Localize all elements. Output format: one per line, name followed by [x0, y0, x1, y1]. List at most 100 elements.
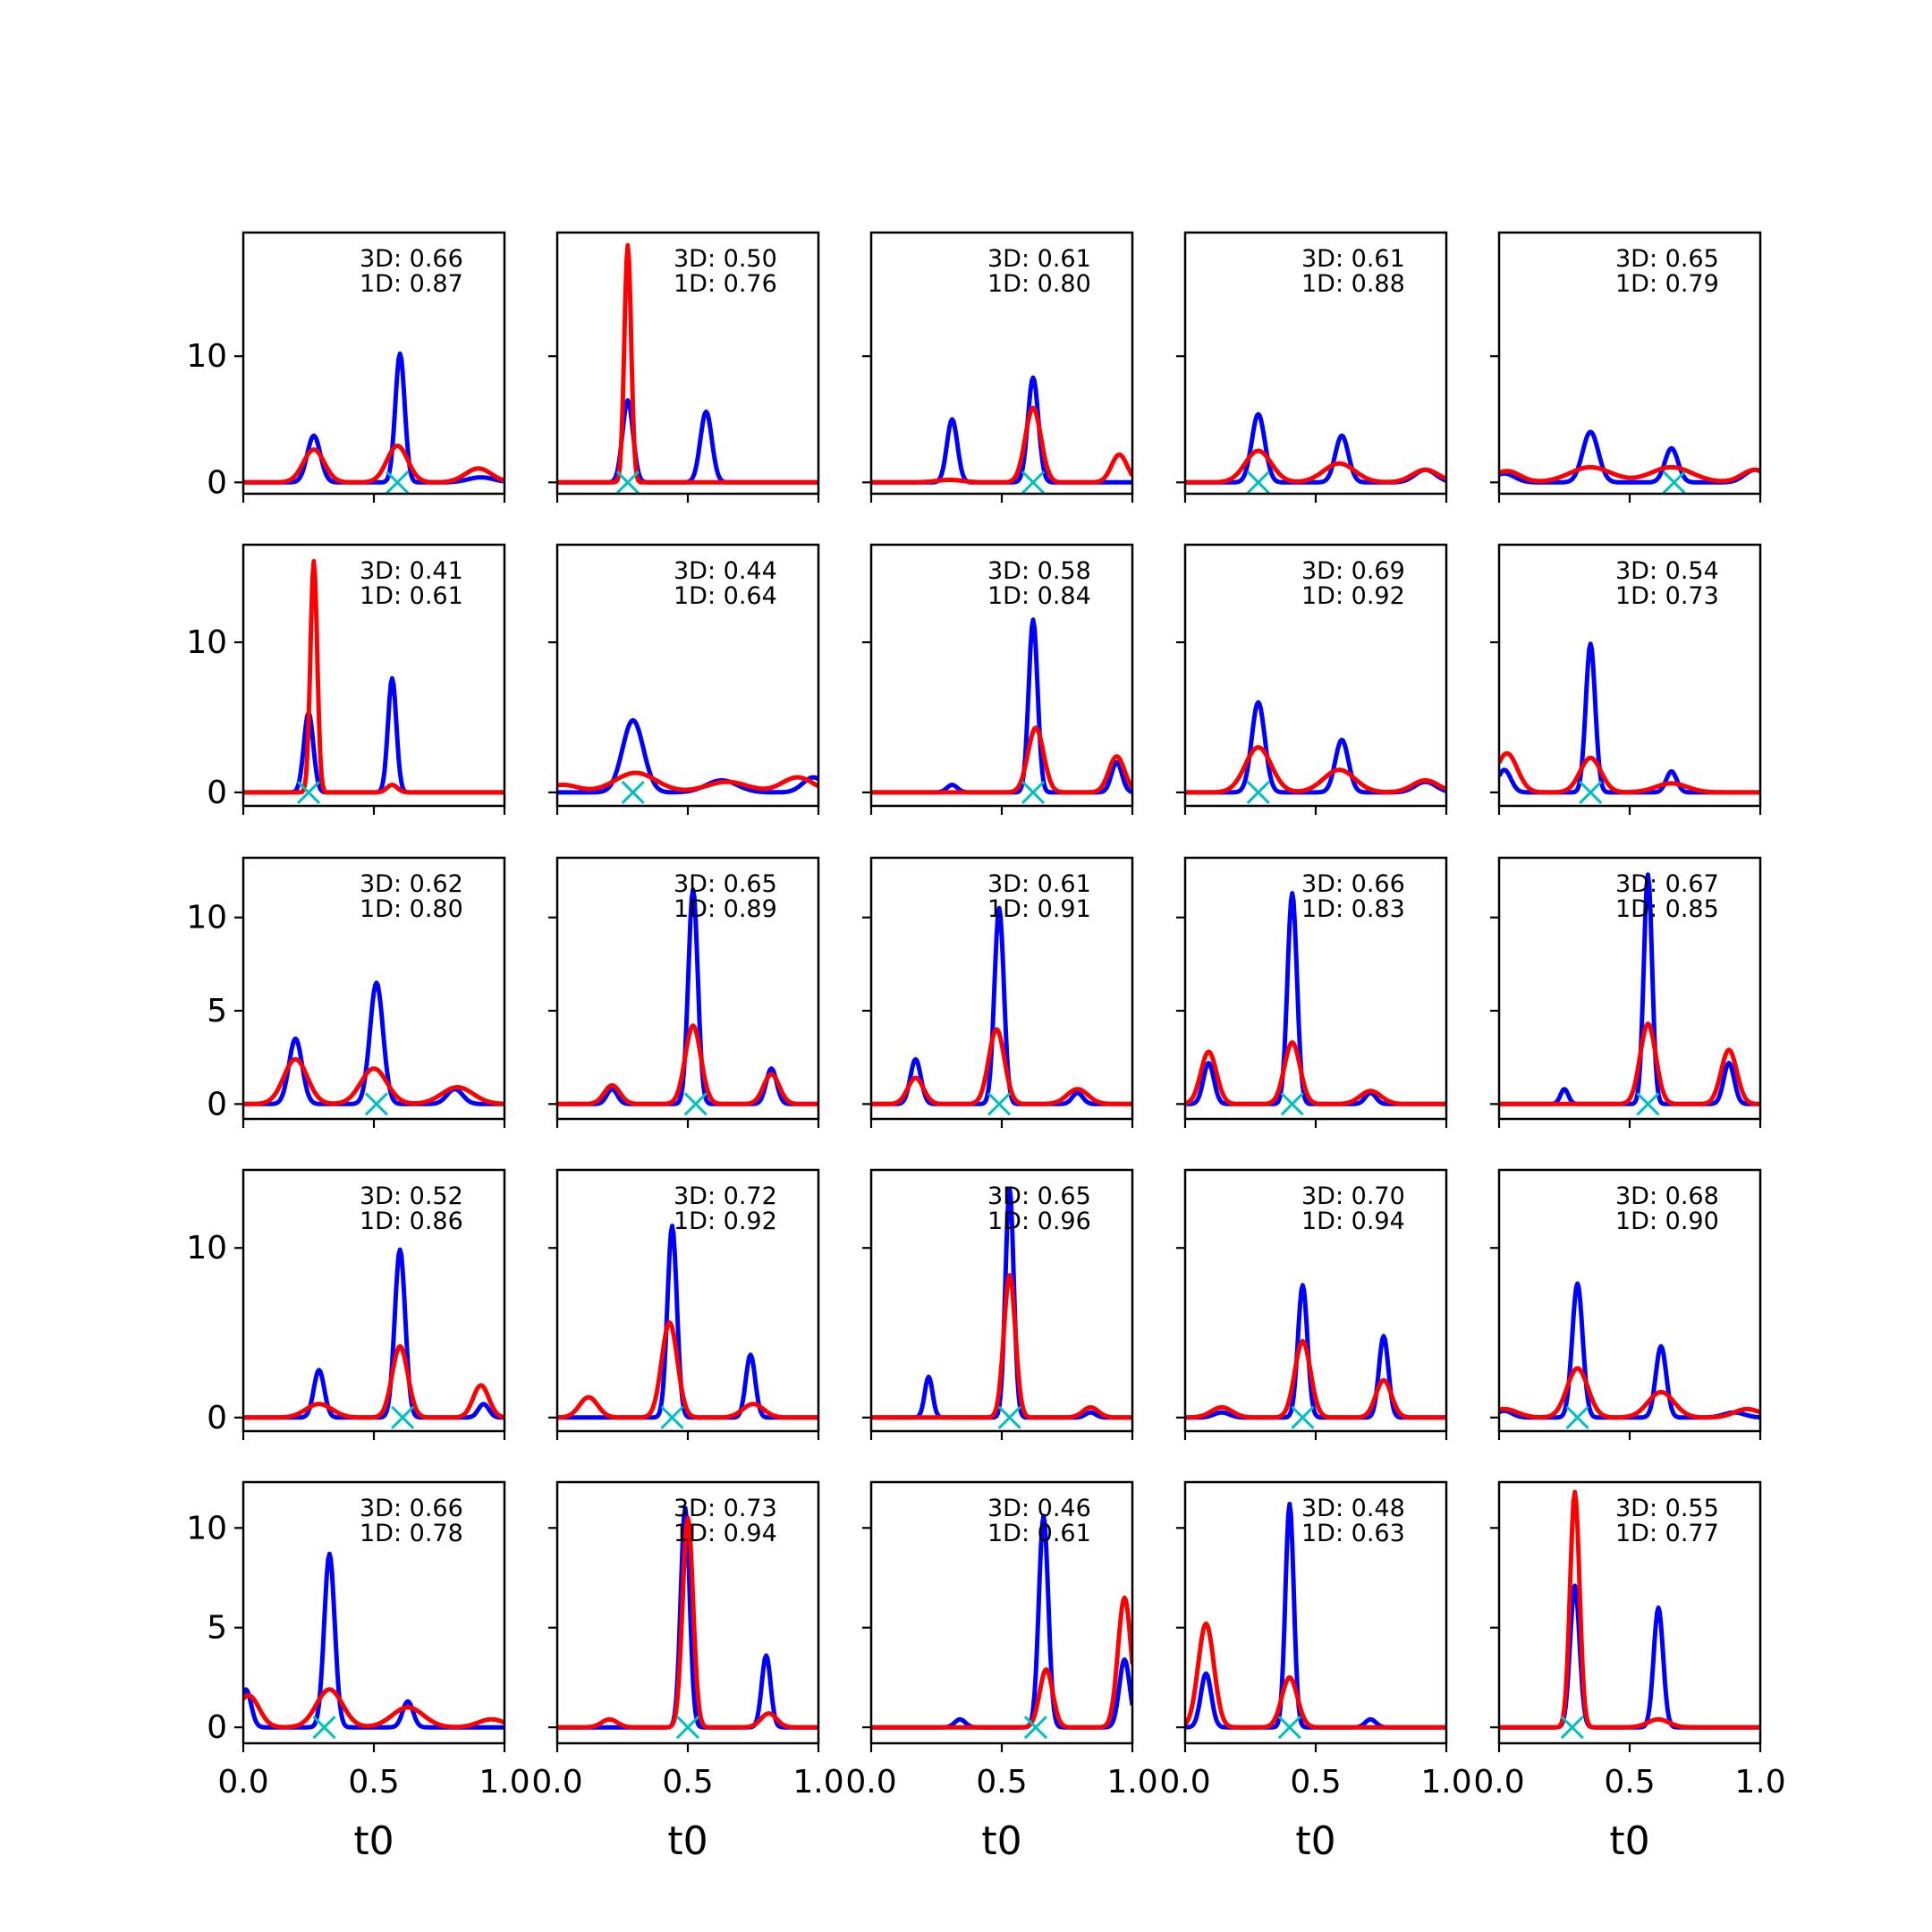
score-annotation: 1D: 0.84 — [987, 582, 1091, 610]
x-tick-label: 0.5 — [1604, 1764, 1655, 1801]
score-annotation: 1D: 0.79 — [1615, 270, 1719, 298]
score-annotation: 1D: 0.61 — [360, 582, 463, 610]
score-annotation: 3D: 0.54 — [1615, 557, 1719, 585]
x-tick-label: 0.5 — [348, 1764, 399, 1801]
x-tick-label: 0.0 — [531, 1764, 582, 1801]
score-annotation: 1D: 0.80 — [987, 270, 1091, 298]
score-annotation: 1D: 0.94 — [674, 1520, 777, 1547]
blue-series-line — [243, 980, 504, 1106]
score-annotation: 3D: 0.73 — [674, 1495, 777, 1522]
score-annotation: 3D: 0.44 — [674, 557, 777, 585]
y-tick-label: 5 — [207, 1610, 227, 1647]
score-annotation: 3D: 0.70 — [1301, 1182, 1405, 1210]
score-annotation: 1D: 0.94 — [1301, 1208, 1405, 1235]
x-tick-label: 1.0 — [479, 1764, 530, 1801]
score-annotation: 1D: 0.64 — [674, 582, 777, 610]
y-tick-label: 0 — [207, 775, 227, 811]
score-annotation: 3D: 0.55 — [1615, 1495, 1719, 1522]
red-series-line — [1499, 464, 1760, 484]
red-series-line — [557, 1515, 818, 1730]
x-marker — [296, 780, 321, 804]
score-annotation: 3D: 0.65 — [674, 870, 777, 898]
red-series-line — [243, 1056, 504, 1106]
red-series-line — [557, 1023, 818, 1106]
y-tick-label: 10 — [186, 900, 227, 936]
score-annotation: 3D: 0.52 — [360, 1182, 463, 1210]
x-tick-label: 0.5 — [1290, 1764, 1341, 1801]
y-tick-label: 0 — [207, 1709, 227, 1746]
score-annotation: 1D: 0.90 — [1615, 1208, 1719, 1235]
red-series-line — [557, 242, 818, 485]
blue-series-line — [871, 905, 1132, 1106]
x-axis-label: t0 — [981, 1818, 1021, 1864]
y-tick-label: 10 — [186, 624, 227, 661]
x-marker — [683, 1092, 708, 1116]
red-series-line — [871, 405, 1132, 485]
score-annotation: 1D: 0.61 — [987, 1520, 1091, 1547]
x-marker — [1636, 1092, 1660, 1116]
x-marker — [675, 1716, 700, 1740]
x-marker — [660, 1405, 684, 1429]
red-series-line — [243, 559, 504, 795]
x-marker — [1291, 1405, 1315, 1429]
x-marker — [1021, 780, 1046, 804]
score-annotation: 3D: 0.69 — [1301, 557, 1405, 585]
red-series-line — [243, 443, 504, 485]
x-marker — [1277, 1716, 1301, 1740]
x-marker — [364, 1092, 388, 1116]
x-tick-label: 0.0 — [845, 1764, 896, 1801]
red-series-line — [243, 1343, 504, 1420]
red-series-line — [243, 1687, 504, 1730]
score-annotation: 1D: 0.85 — [1615, 895, 1719, 923]
score-annotation: 1D: 0.86 — [360, 1208, 463, 1235]
score-annotation: 3D: 0.72 — [674, 1182, 777, 1210]
x-tick-label: 0.0 — [217, 1764, 268, 1801]
x-tick-label: 1.0 — [1106, 1764, 1157, 1801]
score-annotation: 3D: 0.65 — [987, 1182, 1091, 1210]
red-series-line — [557, 770, 818, 792]
score-annotation: 1D: 0.73 — [1615, 582, 1719, 610]
x-tick-label: 0.0 — [1159, 1764, 1210, 1801]
score-annotation: 1D: 0.96 — [987, 1208, 1091, 1235]
score-annotation: 3D: 0.68 — [1615, 1182, 1719, 1210]
x-marker — [391, 1405, 415, 1429]
score-annotation: 3D: 0.61 — [987, 245, 1091, 273]
y-tick-label: 5 — [207, 993, 227, 1030]
x-tick-label: 0.5 — [976, 1764, 1027, 1801]
red-series-line — [1499, 1021, 1760, 1106]
x-axis-label: t0 — [1295, 1818, 1335, 1864]
x-tick-label: 0.0 — [1473, 1764, 1524, 1801]
x-marker — [386, 470, 410, 495]
x-marker — [1023, 1716, 1048, 1740]
score-annotation: 1D: 0.78 — [360, 1520, 463, 1547]
score-annotation: 1D: 0.77 — [1615, 1520, 1719, 1547]
x-marker — [1246, 780, 1270, 804]
x-axis-label: t0 — [353, 1818, 394, 1864]
score-annotation: 1D: 0.92 — [1301, 582, 1405, 610]
red-series-line — [871, 725, 1132, 795]
red-series-line — [1185, 1040, 1446, 1106]
y-tick-label: 0 — [207, 1086, 227, 1123]
y-tick-label: 10 — [186, 1510, 227, 1546]
red-series-line — [1185, 448, 1446, 485]
x-tick-label: 1.0 — [792, 1764, 843, 1801]
score-annotation: 3D: 0.48 — [1301, 1495, 1405, 1522]
